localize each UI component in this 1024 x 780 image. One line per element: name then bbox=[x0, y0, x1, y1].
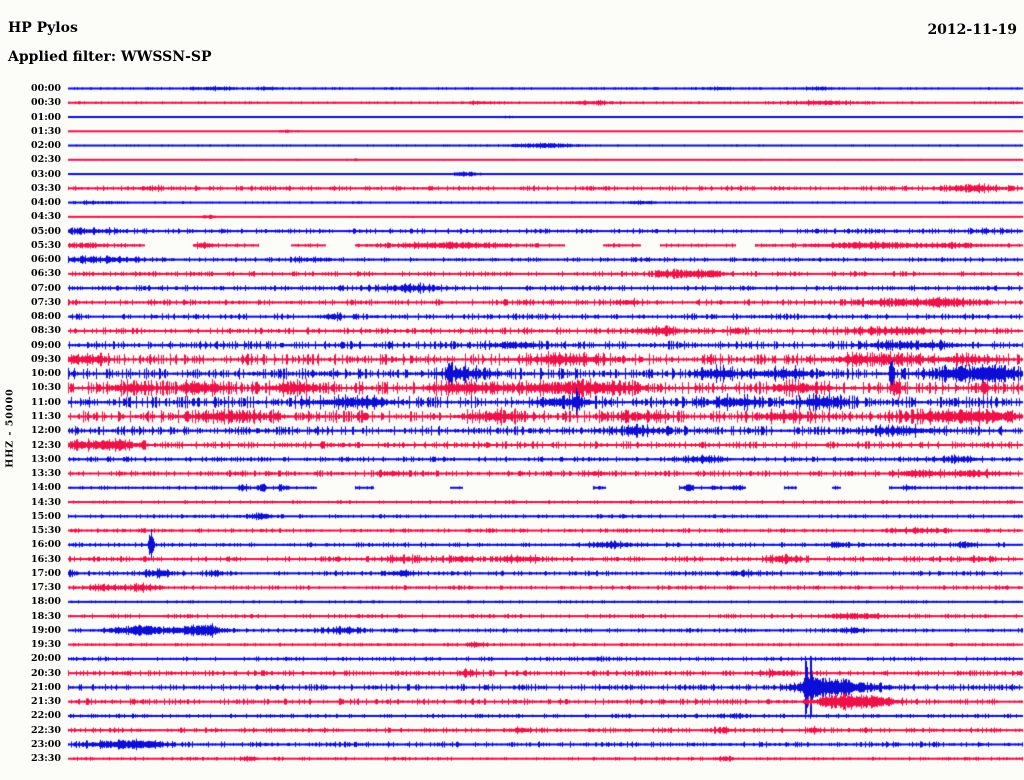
time-label-19:00: 19:00 bbox=[31, 624, 61, 636]
time-label-13:00: 13:00 bbox=[31, 453, 61, 465]
time-label-06:00: 06:00 bbox=[31, 254, 61, 266]
time-label-03:00: 03:00 bbox=[31, 168, 61, 180]
plot-date: 2012-11-19 bbox=[927, 22, 1017, 38]
time-label-21:00: 21:00 bbox=[31, 681, 61, 693]
time-label-11:00: 11:00 bbox=[31, 396, 61, 408]
time-label-16:30: 16:30 bbox=[31, 553, 61, 565]
time-label-08:00: 08:00 bbox=[31, 311, 61, 323]
time-label-01:30: 01:30 bbox=[31, 125, 61, 137]
time-label-17:00: 17:00 bbox=[31, 567, 61, 579]
time-label-22:30: 22:30 bbox=[31, 724, 61, 736]
time-label-21:30: 21:30 bbox=[31, 696, 61, 708]
time-label-16:00: 16:00 bbox=[31, 539, 61, 551]
time-label-00:30: 00:30 bbox=[31, 97, 61, 109]
time-label-10:00: 10:00 bbox=[31, 368, 61, 380]
time-label-01:00: 01:00 bbox=[31, 111, 61, 123]
time-label-19:30: 19:30 bbox=[31, 639, 61, 651]
time-label-11:30: 11:30 bbox=[31, 410, 61, 422]
time-label-17:30: 17:30 bbox=[31, 582, 61, 594]
time-label-20:30: 20:30 bbox=[31, 667, 61, 679]
time-label-10:30: 10:30 bbox=[31, 382, 61, 394]
time-label-07:00: 07:00 bbox=[31, 282, 61, 294]
time-label-02:30: 02:30 bbox=[31, 154, 61, 166]
time-label-08:30: 08:30 bbox=[31, 325, 61, 337]
time-label-06:30: 06:30 bbox=[31, 268, 61, 280]
time-label-15:30: 15:30 bbox=[31, 525, 61, 537]
time-label-14:30: 14:30 bbox=[31, 496, 61, 508]
time-label-20:00: 20:00 bbox=[31, 653, 61, 665]
time-label-22:00: 22:00 bbox=[31, 710, 61, 722]
time-label-05:30: 05:30 bbox=[31, 239, 61, 251]
time-label-12:00: 12:00 bbox=[31, 425, 61, 437]
time-label-18:00: 18:00 bbox=[31, 596, 61, 608]
time-label-02:00: 02:00 bbox=[31, 140, 61, 152]
time-label-04:00: 04:00 bbox=[31, 197, 61, 209]
time-label-13:30: 13:30 bbox=[31, 468, 61, 480]
time-label-15:00: 15:00 bbox=[31, 510, 61, 522]
time-label-23:00: 23:00 bbox=[31, 738, 61, 750]
time-label-04:30: 04:30 bbox=[31, 211, 61, 223]
time-label-09:30: 09:30 bbox=[31, 353, 61, 365]
time-label-00:00: 00:00 bbox=[31, 83, 61, 94]
time-label-05:00: 05:00 bbox=[31, 225, 61, 237]
time-label-03:30: 03:30 bbox=[31, 182, 61, 194]
time-label-18:30: 18:30 bbox=[31, 610, 61, 622]
time-label-14:00: 14:00 bbox=[31, 482, 61, 494]
time-label-12:30: 12:30 bbox=[31, 439, 61, 451]
filter-label: Applied filter: WWSSN-SP bbox=[8, 49, 212, 65]
time-label-07:30: 07:30 bbox=[31, 296, 61, 308]
time-label-23:30: 23:30 bbox=[31, 753, 61, 765]
station-title: HP Pylos bbox=[8, 20, 78, 36]
time-label-09:00: 09:00 bbox=[31, 339, 61, 351]
